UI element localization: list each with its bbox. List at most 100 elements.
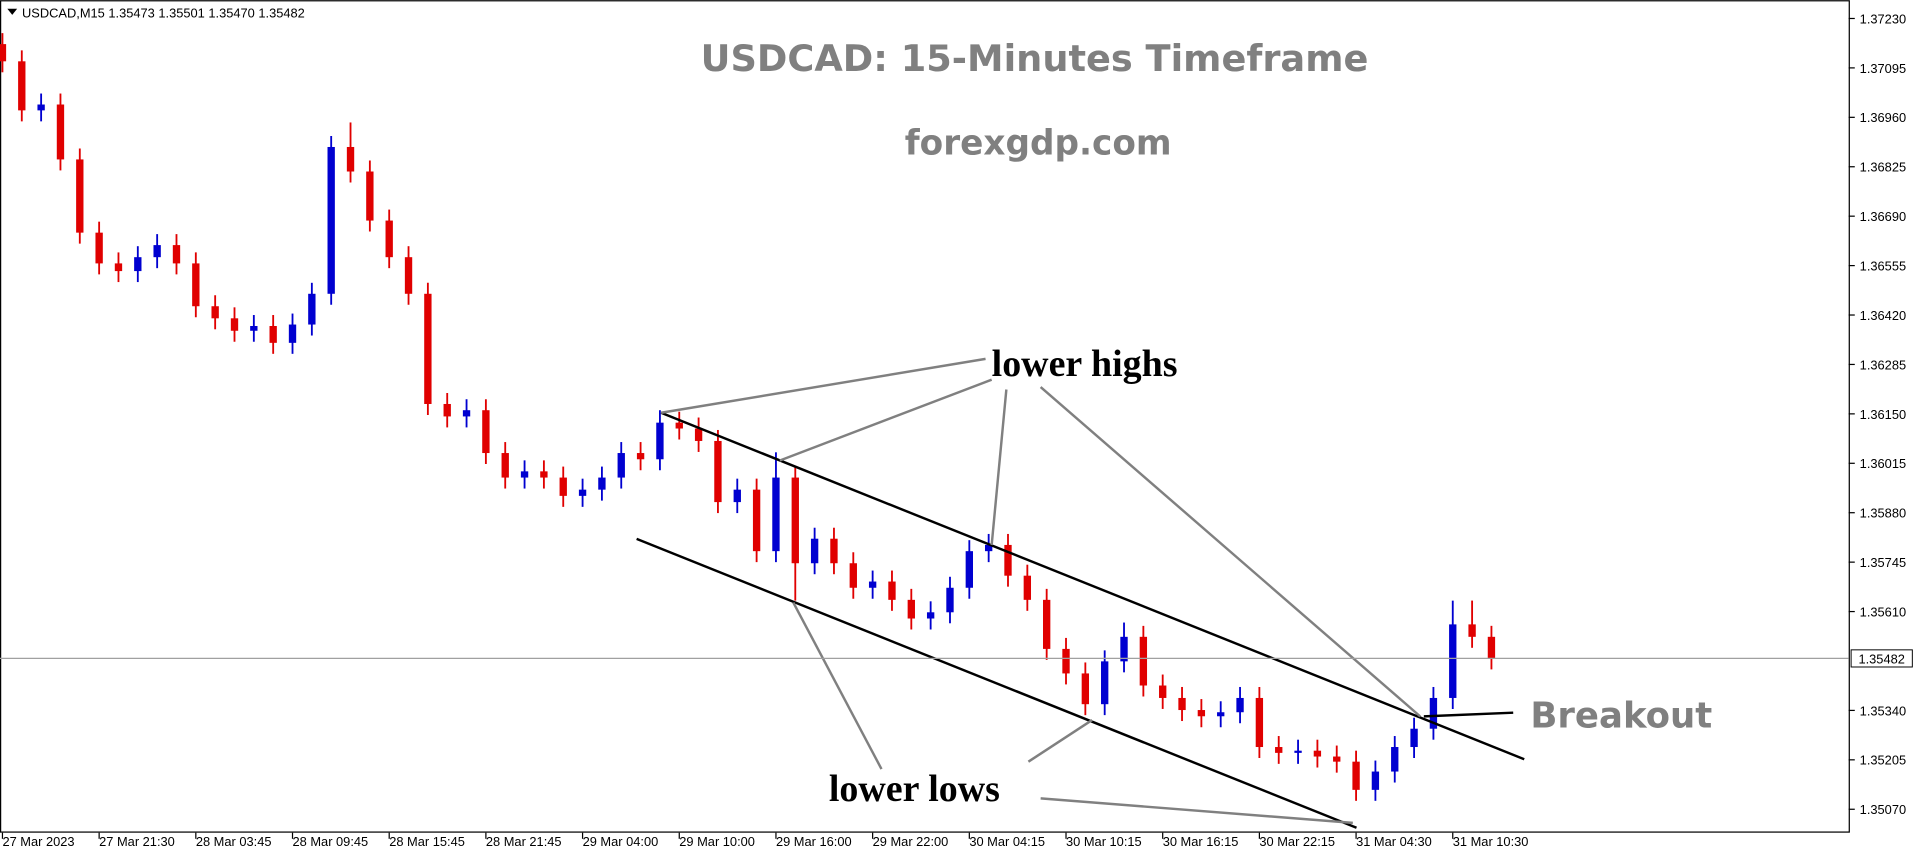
candle-body <box>1178 697 1186 711</box>
candle-body <box>888 581 896 600</box>
candle-body <box>172 245 181 264</box>
candle-body <box>250 326 258 331</box>
y-tick-label: 1.35340 <box>1860 703 1906 718</box>
candle-body <box>153 245 161 258</box>
candle-body <box>308 293 316 325</box>
candle-body <box>1197 710 1206 717</box>
y-tick-label: 1.35610 <box>1860 604 1906 619</box>
candle-body <box>346 146 355 172</box>
chart-title: USDCAD: 15-Minutes Timeframe <box>701 37 1369 80</box>
x-tick-label: 28 Mar 21:45 <box>486 834 562 849</box>
candle-body <box>849 563 857 588</box>
candle-body <box>984 544 993 552</box>
x-tick-label: 29 Mar 10:00 <box>679 834 755 849</box>
x-tick-label: 31 Mar 10:30 <box>1453 834 1529 849</box>
x-tick-label: 29 Mar 04:00 <box>583 834 659 849</box>
candle-body <box>791 477 799 564</box>
y-tick-label: 1.36690 <box>1860 209 1906 224</box>
candle-body <box>501 453 509 478</box>
candle-body <box>578 489 587 496</box>
candle-body <box>1062 648 1070 674</box>
candle-body <box>1410 728 1418 748</box>
candle-body <box>443 403 451 417</box>
x-tick-label: 27 Mar 2023 <box>2 834 74 849</box>
candle-body <box>752 489 761 552</box>
candle-body <box>540 471 548 478</box>
candle-body <box>1120 636 1128 662</box>
candle-body <box>1449 624 1457 698</box>
x-tick-label: 28 Mar 03:45 <box>196 834 272 849</box>
candle-body <box>1217 712 1225 717</box>
candle-body <box>810 538 819 564</box>
candle-body <box>211 306 219 319</box>
candle-body <box>424 293 432 404</box>
x-tick-label: 31 Mar 04:30 <box>1356 834 1432 849</box>
candle-body <box>598 477 606 490</box>
candle-body <box>1004 544 1012 576</box>
candle-body <box>656 422 664 460</box>
y-tick-label: 1.37230 <box>1860 11 1906 26</box>
y-tick-label: 1.36420 <box>1860 308 1906 323</box>
candle-body <box>1159 685 1167 698</box>
candle-body <box>230 318 239 331</box>
upper-channel <box>660 411 1525 761</box>
annotation: Breakout <box>1530 695 1712 736</box>
candle-body <box>1429 697 1438 729</box>
y-tick-label: 1.35205 <box>1860 753 1906 768</box>
candle-body <box>1043 599 1051 649</box>
annotation: lower highs <box>992 343 1178 385</box>
candle-body <box>714 440 722 503</box>
candle-body <box>482 410 490 454</box>
candle-body <box>18 61 26 111</box>
candle-body <box>1023 575 1032 600</box>
x-tick-label: 28 Mar 09:45 <box>293 834 369 849</box>
candle-body <box>946 587 954 613</box>
pointer <box>1027 719 1093 763</box>
candle-body <box>1313 750 1322 757</box>
candle-body <box>269 326 277 343</box>
candle-body <box>134 257 142 272</box>
pointer <box>779 378 993 462</box>
candle-body <box>56 104 65 160</box>
candle-body <box>95 232 103 264</box>
pointer <box>792 601 883 770</box>
y-tick-label: 1.36015 <box>1860 456 1906 471</box>
candle-body <box>1352 761 1360 790</box>
candle-body <box>1333 756 1341 762</box>
pointer <box>1039 386 1421 718</box>
candle-body <box>327 146 335 294</box>
candle-body <box>675 422 683 429</box>
x-tick-label: 30 Mar 22:15 <box>1259 834 1335 849</box>
candle-body <box>1468 624 1476 637</box>
candle-body <box>1294 750 1302 753</box>
candle-body <box>385 220 393 258</box>
y-tick-label: 1.35070 <box>1860 802 1906 817</box>
candle-body <box>772 477 780 552</box>
candle-body <box>1487 636 1496 659</box>
plot-frame <box>0 0 1850 833</box>
candle-body <box>907 599 915 619</box>
candle-body <box>1275 747 1283 753</box>
candle-body <box>288 324 297 343</box>
candle-body <box>1081 673 1090 705</box>
candle-body <box>520 471 529 478</box>
last-price-box <box>1850 649 1913 668</box>
y-tick-label: 1.36150 <box>1860 407 1906 422</box>
candle-body <box>462 410 471 417</box>
candle-body <box>830 538 838 564</box>
y-tick-label: 1.35745 <box>1860 555 1906 570</box>
pointer <box>660 357 986 414</box>
candle-body <box>733 489 741 503</box>
info-icon <box>7 8 18 15</box>
x-tick-label: 30 Mar 16:15 <box>1163 834 1239 849</box>
candle-body <box>404 257 413 294</box>
y-tick-label: 1.35880 <box>1860 506 1906 521</box>
annotation-lines <box>636 357 1525 829</box>
lower-channel <box>636 537 1357 829</box>
y-tick-label: 1.36825 <box>1860 160 1906 175</box>
y-tick-label: 1.37095 <box>1860 61 1906 76</box>
x-tick-label: 27 Mar 21:30 <box>99 834 175 849</box>
candle-body <box>366 171 374 221</box>
y-tick-label: 1.36960 <box>1860 110 1906 125</box>
